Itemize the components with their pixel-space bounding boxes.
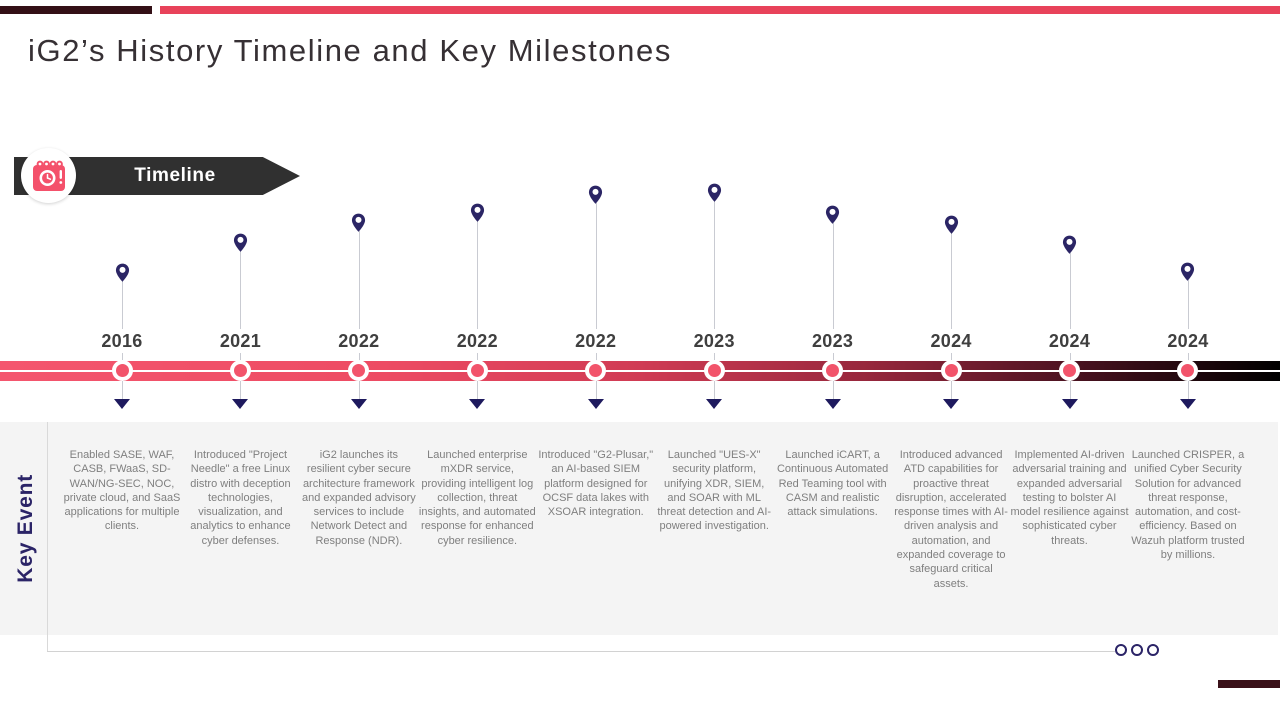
map-pin-icon (233, 233, 247, 252)
map-pin-icon (589, 185, 603, 204)
timeline-milestone: 2016 Enabled SASE, WAF, CASB, FWaaS, SD-… (63, 180, 181, 650)
down-arrow-icon (587, 399, 604, 409)
connector-line (714, 201, 716, 401)
connector-line (595, 203, 597, 401)
timeline-milestone: 2023 Launched "UES-X" security platform,… (655, 180, 774, 650)
milestone-dot[interactable] (348, 360, 370, 381)
down-arrow-icon (943, 399, 960, 409)
connector-line (240, 251, 242, 401)
milestone-dot[interactable] (466, 360, 488, 381)
connector-line (951, 233, 953, 401)
milestone-year: 2016 (63, 329, 181, 353)
connector-line (832, 223, 834, 401)
milestone-year: 2022 (418, 329, 537, 353)
map-pin-icon (826, 205, 840, 224)
milestone-description: Launched CRISPER, a unified Cyber Securi… (1131, 449, 1245, 562)
timeline-milestone: 2024 Implemented AI-driven adversarial t… (1010, 180, 1129, 650)
map-pin-icon (1062, 235, 1077, 254)
milestone-year: 2024 (1128, 329, 1247, 353)
down-arrow-icon (824, 399, 841, 409)
milestone-dot[interactable] (229, 360, 251, 381)
pagination-dots (1115, 644, 1159, 656)
timeline-milestone: 2024 Launched CRISPER, a unified Cyber S… (1128, 180, 1247, 650)
milestone-description: iG2 launches its resilient cyber secure … (302, 449, 416, 547)
timeline-milestone: 2022 Launched enterprise mXDR service, p… (418, 180, 537, 650)
milestone-year: 2022 (536, 329, 655, 353)
timeline-milestone: 2022 iG2 launches its resilient cyber se… (299, 180, 418, 650)
milestone-description: Launched "UES-X" security platform, unif… (657, 449, 772, 533)
milestone-description: Introduced "Project Needle" a free Linux… (190, 449, 291, 547)
milestone-description: Implemented AI-driven adversarial traini… (1010, 449, 1129, 547)
panel-left-border (47, 422, 48, 652)
milestone-dot[interactable] (1177, 360, 1199, 381)
timeline-milestone: 2021 Introduced "Project Needle" a free … (181, 180, 300, 650)
milestone-year: 2021 (181, 329, 300, 353)
map-pin-icon (470, 203, 484, 222)
map-pin-icon (115, 263, 129, 282)
connector-line (358, 231, 360, 401)
milestone-dot[interactable] (703, 360, 725, 381)
down-arrow-icon (350, 399, 367, 409)
map-pin-icon (352, 213, 366, 232)
timeline-milestone: 2023 Launched iCART, a Continuous Automa… (773, 180, 892, 650)
down-arrow-icon (706, 399, 723, 409)
down-arrow-icon (232, 399, 249, 409)
milestone-description: Enabled SASE, WAF, CASB, FWaaS, SD-WAN/N… (63, 449, 181, 533)
down-arrow-icon (1179, 399, 1196, 409)
milestone-dot[interactable] (940, 360, 962, 381)
milestone-year: 2022 (299, 329, 418, 353)
connector-line (1069, 253, 1071, 401)
pagination-dot[interactable] (1115, 644, 1127, 656)
down-arrow-icon (1061, 399, 1078, 409)
milestone-year: 2024 (892, 329, 1011, 353)
map-pin-icon (944, 215, 958, 234)
down-arrow-icon (114, 399, 130, 409)
milestone-description: Launched enterprise mXDR service, provid… (418, 449, 536, 547)
milestone-dot[interactable] (1059, 360, 1081, 381)
top-accent-bar-dark (0, 6, 152, 14)
pagination-dot[interactable] (1131, 644, 1143, 656)
top-accent-bar-red (160, 6, 1280, 14)
timeline-milestone: 2022 Introduced "G2-Plusar," an AI-based… (536, 180, 655, 650)
milestone-description: Introduced advanced ATD capabilities for… (894, 449, 1008, 590)
pagination-dot[interactable] (1147, 644, 1159, 656)
milestone-description: Introduced "G2-Plusar," an AI-based SIEM… (538, 449, 654, 519)
timeline-banner-label: Timeline (134, 165, 216, 186)
connector-line (477, 221, 479, 401)
milestone-dot[interactable] (822, 360, 844, 381)
milestone-description: Launched iCART, a Continuous Automated R… (776, 449, 889, 519)
milestone-dot[interactable] (585, 360, 607, 381)
map-pin-icon (707, 183, 721, 202)
down-arrow-icon (469, 399, 486, 409)
panel-bottom-border (47, 651, 1115, 652)
page-title: iG2’s History Timeline and Key Milestone… (28, 33, 672, 68)
milestone-year: 2023 (655, 329, 774, 353)
milestone-dot[interactable] (111, 360, 133, 381)
milestone-year: 2023 (773, 329, 892, 353)
calendar-clock-icon (21, 148, 76, 203)
key-event-panel (0, 422, 1278, 635)
milestones: 2016 Enabled SASE, WAF, CASB, FWaaS, SD-… (0, 180, 1280, 650)
milestone-year: 2024 (1010, 329, 1129, 353)
bottom-accent-bar (1218, 680, 1280, 688)
map-pin-icon (1181, 262, 1195, 281)
timeline-milestone: 2024 Introduced advanced ATD capabilitie… (892, 180, 1011, 650)
